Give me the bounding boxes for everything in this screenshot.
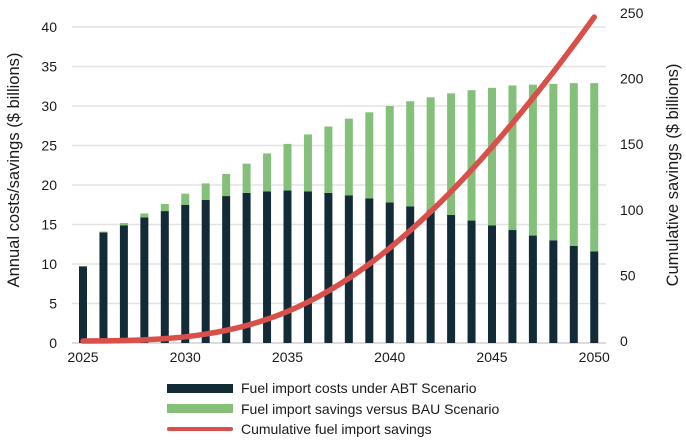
bar-abt-cost (242, 192, 251, 343)
bar-bau-savings (263, 153, 272, 192)
bar-abt-cost (508, 230, 517, 343)
bar-bau-savings (365, 112, 374, 199)
left-axis-ticks: 0 5 10 15 20 25 30 35 40 (41, 19, 57, 351)
bar-bau-savings (467, 90, 476, 221)
legend-item-bau-savings: Fuel import savings versus BAU Scenario (167, 399, 499, 420)
bar-bau-savings (406, 101, 415, 207)
bar-abt-cost (160, 211, 169, 343)
bar-abt-cost (344, 195, 353, 343)
y-tick-label: 15 (41, 217, 57, 233)
legend-item-cumulative: Cumulative fuel import savings (167, 419, 499, 440)
y-tick-label: 20 (41, 177, 57, 193)
bar-abt-cost (283, 190, 292, 343)
x-tick-label: 2030 (170, 349, 201, 365)
bar-bau-savings (447, 93, 456, 216)
bar-bau-savings (549, 83, 558, 241)
bar-bau-savings (508, 85, 517, 231)
x-tick-label: 2045 (476, 349, 507, 365)
bar-abt-cost (385, 202, 394, 343)
bar-abt-cost (426, 210, 435, 343)
bar-bau-savings (283, 143, 292, 191)
y-tick-label: 25 (41, 138, 57, 154)
bar-abt-cost (365, 198, 374, 343)
bar-abt-cost (590, 251, 599, 343)
legend: Fuel import costs under ABT Scenario Fue… (167, 378, 499, 440)
x-tick-label: 2035 (272, 349, 303, 365)
legend-label-cumulative: Cumulative fuel import savings (241, 421, 432, 438)
bar-bau-savings (140, 213, 149, 218)
bar-bau-savings (528, 84, 537, 236)
left-axis-title: Annual costs/savings ($ billions) (5, 53, 23, 288)
bar-abt-cost (549, 240, 558, 343)
cumulative-line-layer (80, 14, 597, 344)
legend-label-abt-costs: Fuel import costs under ABT Scenario (241, 380, 477, 397)
legend-swatch-bau-savings (167, 404, 233, 414)
y2-tick-label: 100 (620, 202, 644, 218)
bar-bau-savings (119, 222, 128, 226)
bar-bau-savings (569, 83, 578, 246)
bar-bau-savings (222, 173, 231, 197)
bar-bau-savings (324, 126, 333, 193)
y2-tick-label: 50 (620, 267, 636, 283)
bar-abt-cost (201, 200, 210, 343)
bar-abt-cost (119, 225, 128, 343)
bar-bau-savings (181, 193, 190, 205)
legend-label-bau-savings: Fuel import savings versus BAU Scenario (241, 400, 500, 417)
legend-swatch-cumulative (167, 427, 233, 432)
y-tick-label: 40 (41, 19, 57, 35)
bar-bau-savings (303, 134, 312, 192)
bar-abt-cost (99, 232, 108, 343)
bar-bau-savings (590, 83, 599, 252)
bar-abt-cost (222, 196, 231, 343)
bar-bau-savings (242, 163, 251, 193)
bar-bau-savings (385, 106, 394, 203)
bars (79, 83, 599, 343)
bar-bau-savings (426, 97, 435, 211)
bar-abt-cost (406, 206, 415, 343)
bar-abt-cost (447, 215, 456, 343)
bar-abt-cost (569, 245, 578, 343)
bar-bau-savings (99, 231, 108, 233)
x-tick-label: 2050 (579, 349, 610, 365)
y2-tick-label: 200 (620, 71, 644, 87)
bar-abt-cost (181, 204, 190, 343)
bar-abt-cost (140, 217, 149, 343)
right-axis-title: Cumulative savings ($ billions) (664, 64, 682, 287)
bar-abt-cost (79, 266, 87, 343)
bar-abt-cost (528, 235, 537, 343)
y2-tick-label: 150 (620, 136, 644, 152)
y-tick-label: 0 (49, 335, 57, 351)
bar-bau-savings (160, 203, 169, 212)
cumulative-savings-line (80, 14, 597, 344)
bar-abt-cost (467, 220, 476, 343)
x-axis-ticks: 2025 2030 2035 2040 2045 2050 (67, 349, 610, 365)
x-tick-label: 2040 (374, 349, 405, 365)
y-tick-label: 5 (49, 296, 57, 312)
y2-tick-label: 0 (620, 333, 628, 349)
legend-swatch-abt-costs (167, 383, 233, 393)
y-tick-label: 35 (41, 59, 57, 75)
bar-bau-savings (488, 87, 496, 226)
x-tick-label: 2025 (67, 349, 98, 365)
bar-bau-savings (201, 183, 210, 201)
bar-abt-cost (488, 225, 496, 343)
bar-abt-cost (324, 192, 333, 343)
y-tick-label: 10 (41, 256, 57, 272)
right-axis-ticks: 0 50 100 150 200 250 (620, 5, 644, 349)
bar-abt-cost (263, 191, 272, 343)
gridlines (72, 26, 606, 344)
bar-bau-savings (344, 118, 353, 196)
bar-abt-cost (303, 191, 312, 343)
y2-tick-label: 250 (620, 5, 644, 21)
legend-item-abt-costs: Fuel import costs under ABT Scenario (167, 378, 499, 399)
y-tick-label: 30 (41, 98, 57, 114)
